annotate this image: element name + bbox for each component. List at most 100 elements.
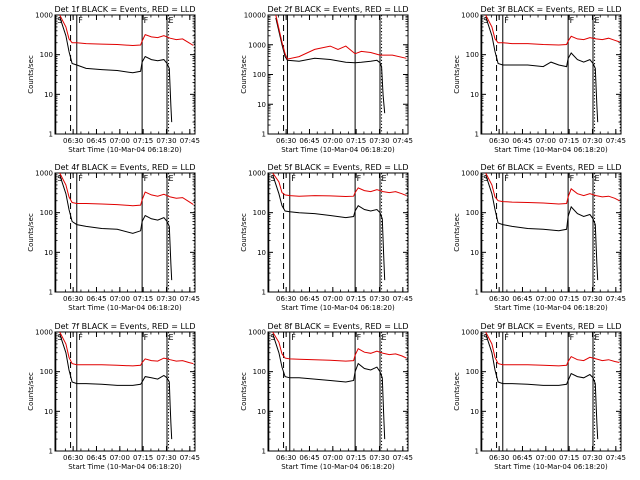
x-tick-label: 07:15 xyxy=(559,454,579,462)
x-tick-label: 07:30 xyxy=(156,137,176,145)
plot-frame xyxy=(54,172,196,293)
chart-panel-9: Det 9f BLACK = Events, RED = LLD 1 10 100 10… xyxy=(453,322,626,471)
series-line-red xyxy=(59,332,194,367)
y-tick-label: 1000 xyxy=(248,329,266,337)
x-tick-label: 07:45 xyxy=(180,137,200,145)
y-tick-label: 100 xyxy=(253,209,266,217)
series-line-black xyxy=(272,333,386,440)
marker-label: E xyxy=(169,333,174,342)
plot-frame xyxy=(480,14,622,135)
y-tick-label: 100 xyxy=(40,368,53,376)
x-tick-label: 07:00 xyxy=(110,454,130,462)
x-tick-label: 06:45 xyxy=(299,137,319,145)
x-tick-label: 07:00 xyxy=(323,137,343,145)
y-axis-label: Counts/sec xyxy=(240,372,248,411)
x-tick-label: 06:45 xyxy=(512,295,532,303)
x-tick-label: 07:45 xyxy=(393,295,413,303)
y-tick-label: 1000 xyxy=(35,329,53,337)
chart-panel-7: Det 7f BLACK = Events, RED = LLD 1 10 100 10… xyxy=(27,322,200,471)
series-line-black xyxy=(59,174,173,281)
x-tick-label: 07:00 xyxy=(110,137,130,145)
y-axis-label: Counts/sec xyxy=(240,55,248,94)
series-line-red xyxy=(272,332,407,362)
y-tick-label: 10000 xyxy=(244,12,266,20)
chart-panel-2: Det 2f BLACK = Events, RED = LLD 1 10 100 10… xyxy=(240,5,413,154)
y-axis-label: Counts/sec xyxy=(240,213,248,252)
marker-label: E xyxy=(169,174,174,183)
marker-label: F xyxy=(78,333,83,342)
chart-title: Det 9f BLACK = Events, RED = LLD xyxy=(480,322,621,331)
x-tick-label: 07:45 xyxy=(606,454,626,462)
y-tick-label: 100 xyxy=(253,71,266,79)
chart-title: Det 4f BLACK = Events, RED = LLD xyxy=(54,163,195,172)
x-tick-label: 07:30 xyxy=(582,137,602,145)
y-tick-label: 10 xyxy=(257,249,266,257)
series-line-red xyxy=(59,173,194,207)
series-line-red xyxy=(485,173,620,205)
y-tick-label: 1 xyxy=(49,131,53,139)
marker-label: F xyxy=(504,16,509,25)
marker-label: F xyxy=(504,174,509,183)
x-tick-label: 06:45 xyxy=(86,137,106,145)
marker-label: F xyxy=(291,174,296,183)
y-tick-label: 1000 xyxy=(35,12,53,20)
x-tick-label: 07:15 xyxy=(346,454,366,462)
x-tick-label: 06:30 xyxy=(276,295,296,303)
x-tick-label: 07:45 xyxy=(606,295,626,303)
y-tick-label: 100 xyxy=(40,209,53,217)
marker-label: F xyxy=(144,16,149,25)
y-tick-label: 100 xyxy=(466,209,479,217)
x-tick-label: 07:15 xyxy=(133,137,153,145)
x-tick-label: 07:45 xyxy=(393,137,413,145)
x-tick-label: 07:00 xyxy=(110,295,130,303)
y-tick-label: 1 xyxy=(49,289,53,297)
x-tick-label: 07:45 xyxy=(606,137,626,145)
chart-title: Det 3f BLACK = Events, RED = LLD xyxy=(480,5,621,14)
plot-frame xyxy=(480,172,622,293)
y-tick-label: 10 xyxy=(470,408,479,416)
y-axis-label: Counts/sec xyxy=(453,372,461,411)
chart-panel-8: Det 8f BLACK = Events, RED = LLD 1 10 100 10… xyxy=(240,322,413,471)
y-tick-label: 100 xyxy=(466,368,479,376)
x-axis-label: Start Time (10-Mar-04 06:18:20) xyxy=(494,304,608,312)
x-tick-label: 07:15 xyxy=(559,295,579,303)
x-tick-label: 07:15 xyxy=(559,137,579,145)
y-tick-label: 10 xyxy=(257,408,266,416)
marker-label: S xyxy=(270,174,275,183)
series-line-black xyxy=(485,333,599,440)
y-tick-label: 1 xyxy=(475,289,479,297)
chart-panel-6: Det 6f BLACK = Events, RED = LLD 1 10 100 10… xyxy=(453,163,626,312)
x-tick-label: 07:00 xyxy=(323,295,343,303)
x-tick-label: 06:30 xyxy=(489,454,509,462)
marker-label: S xyxy=(57,16,62,25)
chart-panel-4: Det 4f BLACK = Events, RED = LLD 1 10 100 10… xyxy=(27,163,200,312)
x-tick-label: 06:30 xyxy=(489,295,509,303)
marker-label: F xyxy=(291,333,296,342)
chart-title: Det 7f BLACK = Events, RED = LLD xyxy=(54,322,195,331)
y-tick-label: 1000 xyxy=(248,170,266,178)
y-tick-label: 1 xyxy=(49,448,53,456)
marker-label: F xyxy=(144,333,149,342)
x-axis-label: Start Time (10-Mar-04 06:18:20) xyxy=(281,463,395,471)
x-tick-label: 06:30 xyxy=(63,454,83,462)
marker-label: F xyxy=(78,174,83,183)
y-tick-label: 10 xyxy=(257,101,266,109)
x-tick-label: 07:45 xyxy=(393,454,413,462)
chart-title: Det 8f BLACK = Events, RED = LLD xyxy=(267,322,408,331)
x-axis-label: Start Time (10-Mar-04 06:18:20) xyxy=(494,146,608,154)
x-tick-label: 06:45 xyxy=(86,454,106,462)
x-axis-label: Start Time (10-Mar-04 06:18:20) xyxy=(68,146,182,154)
marker-label: F xyxy=(357,174,362,183)
marker-label: S xyxy=(483,16,488,25)
marker-label: F xyxy=(144,174,149,183)
y-tick-label: 1 xyxy=(475,448,479,456)
y-axis-label: Counts/sec xyxy=(27,213,35,252)
x-axis-label: Start Time (10-Mar-04 06:18:20) xyxy=(68,463,182,471)
x-tick-label: 07:30 xyxy=(156,295,176,303)
marker-label: F xyxy=(504,333,509,342)
plot-frame xyxy=(480,331,622,452)
y-tick-label: 1000 xyxy=(461,329,479,337)
y-tick-label: 10 xyxy=(44,91,53,99)
chart-title: Det 5f BLACK = Events, RED = LLD xyxy=(267,163,408,172)
